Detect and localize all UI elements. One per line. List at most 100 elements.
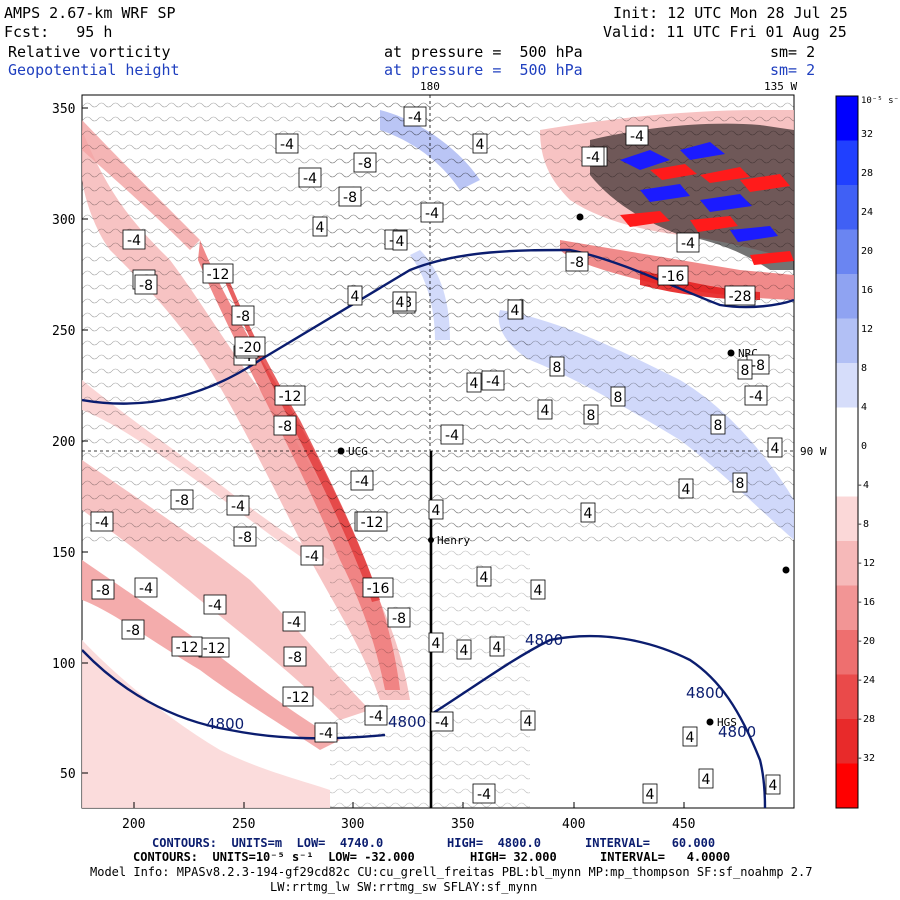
field2-smoothing: sm= 2 <box>770 61 816 79</box>
svg-text:-8: -8 <box>139 278 153 294</box>
svg-text:4: 4 <box>646 787 655 803</box>
vorticity-contour-label: 4 <box>698 768 714 789</box>
vorticity-contour-label: 4 <box>476 566 492 587</box>
colorbar-swatch <box>836 274 858 319</box>
station-henry-dot <box>428 537 434 543</box>
footer-line2-high: HIGH= 32.000 <box>470 850 557 864</box>
svg-text:8: 8 <box>741 363 750 379</box>
svg-text:4: 4 <box>541 403 550 419</box>
colorbar-label: -20 <box>857 636 875 647</box>
svg-text:-4: -4 <box>287 615 301 631</box>
height-label: 4800 <box>686 684 724 702</box>
x-tick-label: 400 <box>562 817 585 832</box>
vorticity-contour-label: 8 <box>710 414 726 435</box>
vorticity-contour-label: 8 <box>732 472 748 493</box>
footer-line1-interval: INTERVAL= 60.000 <box>585 836 716 850</box>
vorticity-contour-label: 4 <box>472 133 488 154</box>
svg-text:4: 4 <box>702 772 711 788</box>
colorbar-label: -32 <box>857 753 875 764</box>
vorticity-contour-label: -8 <box>338 186 362 207</box>
svg-text:4: 4 <box>682 482 691 498</box>
vorticity-contour-label: -4 <box>314 722 338 743</box>
svg-text:-12: -12 <box>176 640 199 656</box>
colorbar-label: -16 <box>857 597 875 608</box>
vorticity-contour-label: -8 <box>387 607 411 628</box>
svg-text:-12: -12 <box>287 690 310 706</box>
colorbar-unit: 10⁻⁵ s⁻¹ <box>861 96 900 106</box>
svg-text:4: 4 <box>476 137 485 153</box>
colorbar-swatch <box>836 541 858 586</box>
x-tick-label: 450 <box>672 817 695 832</box>
svg-text:-8: -8 <box>392 611 406 627</box>
colorbar-swatch <box>836 719 858 764</box>
svg-text:-8: -8 <box>96 583 110 599</box>
svg-text:8: 8 <box>553 360 562 376</box>
colorbar-swatch <box>836 630 858 675</box>
vorticity-contour-label: -8 <box>170 489 194 510</box>
colorbar-swatch <box>836 140 858 186</box>
vorticity-contour-label: -4 <box>122 229 146 250</box>
svg-text:-4: -4 <box>435 715 449 731</box>
svg-text:-4: -4 <box>477 787 491 803</box>
svg-text:4: 4 <box>534 583 543 599</box>
svg-text:-8: -8 <box>570 255 584 271</box>
svg-text:4: 4 <box>584 506 593 522</box>
vorticity-contour-label: -8 <box>233 526 257 547</box>
height-label: 4800 <box>718 723 756 741</box>
svg-text:-4: -4 <box>630 129 644 145</box>
svg-text:8: 8 <box>587 408 596 424</box>
colorbar-label: -4 <box>857 480 869 491</box>
x-tick-label: 250 <box>232 817 255 832</box>
storm-cluster <box>590 123 794 270</box>
svg-text:-8: -8 <box>175 493 189 509</box>
colorbar-swatch <box>836 585 858 631</box>
vorticity-labels: -4-4-8-4-8-44-4-84-4-4-12-4-84-44-8-16-8… <box>90 106 783 804</box>
vorticity-contour-label: 4 <box>466 372 482 393</box>
svg-text:8: 8 <box>714 418 723 434</box>
station-nrc-dot <box>727 349 735 357</box>
svg-text:-4: -4 <box>231 499 245 515</box>
vorticity-contour-label: -4 <box>282 611 306 632</box>
vorticity-contour-label: 8 <box>549 356 565 377</box>
vorticity-contour-label: -8 <box>231 305 255 326</box>
vorticity-contour-label: -4 <box>90 511 114 532</box>
svg-text:4: 4 <box>480 570 489 586</box>
svg-text:4: 4 <box>396 234 405 250</box>
height-label: 4800 <box>206 715 244 733</box>
vorticity-contour-label: -4 <box>481 370 505 391</box>
app-title: AMPS 2.67-km WRF SP <box>4 4 176 22</box>
colorbar-label: 4 <box>861 402 867 413</box>
colorbar-label: -8 <box>857 519 869 530</box>
axes: 200 250 300 350 400 450 350 300 250 200 150 100 50 <box>52 102 695 832</box>
vorticity-contour-label: -8 <box>134 274 158 295</box>
station-unlabeled-dot <box>576 213 584 221</box>
vorticity-contour-label: -4 <box>275 133 299 154</box>
vorticity-contour-label: -4 <box>350 470 374 491</box>
vorticity-contour-label: -12 <box>202 263 234 284</box>
field2-name: Geopotential height <box>8 61 180 79</box>
vorticity-contour-label: -16 <box>362 577 394 598</box>
vorticity-contour-label: -4 <box>581 146 605 167</box>
vorticity-contour-label: -4 <box>430 711 454 732</box>
svg-text:4: 4 <box>493 640 502 656</box>
field1-level: at pressure = 500 hPa <box>384 43 583 61</box>
colorbar-swatch <box>836 229 858 275</box>
footer-line1-contours: CONTOURS: UNITS=m LOW= 4740.0 <box>152 836 384 850</box>
station-ucg-label: UCG <box>348 445 368 458</box>
vorticity-contour-label: 4 <box>507 299 523 320</box>
vorticity-contour-label: -12 <box>171 636 203 657</box>
svg-text:-4: -4 <box>445 428 459 444</box>
vorticity-contour-label: -8 <box>746 354 770 375</box>
vorticity-contour-label: 4 <box>520 710 536 731</box>
svg-text:-4: -4 <box>355 474 369 490</box>
vorticity-contour-label: 4 <box>530 579 546 600</box>
forecast-hour: Fcst: 95 h <box>4 23 113 41</box>
svg-text:-4: -4 <box>127 233 141 249</box>
vorticity-contour-label: -4 <box>403 106 427 127</box>
svg-text:-4: -4 <box>305 549 319 565</box>
vorticity-contour-label: -8 <box>353 152 377 173</box>
vorticity-contour-label: 4 <box>347 285 363 306</box>
vorticity-contour-label: -4 <box>226 495 250 516</box>
vorticity-contour-label: 8 <box>583 404 599 425</box>
